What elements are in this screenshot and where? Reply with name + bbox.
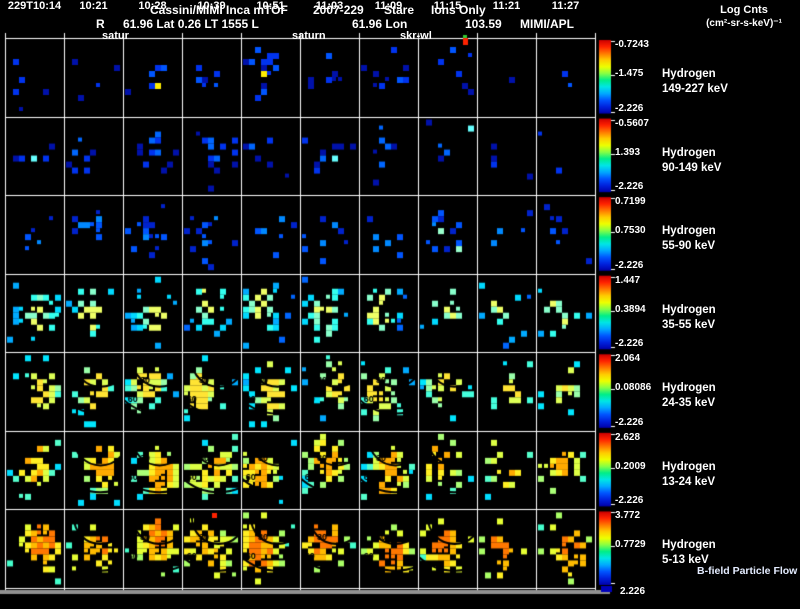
channel-species-label: Hydrogen xyxy=(662,146,716,159)
channel-energy-label: 90-149 keV xyxy=(662,161,722,174)
channel-species-label: Hydrogen xyxy=(662,303,716,316)
body-marker-skr-wl: skr-wl xyxy=(400,30,432,42)
scale-bottom-label: -2.226 xyxy=(615,338,644,350)
channel-energy-label: 35-55 keV xyxy=(662,318,716,331)
title-date: 2007-229 xyxy=(313,3,364,17)
channel-species-label: Hydrogen xyxy=(662,225,716,238)
scale-top-label: 2.064 xyxy=(615,353,641,365)
time-tick-label: 10:28 xyxy=(138,0,167,12)
scale-bottom-label: -2.226 xyxy=(615,495,644,507)
channel-energy-label: 5-13 keV xyxy=(662,554,709,567)
scale-bottom-label: -2.226 xyxy=(615,259,644,271)
bfield-flow-label: B-field Particle Flow xyxy=(697,565,798,577)
time-tick-label: 10:39 xyxy=(197,0,226,12)
scale-bottom-label: -2.226 xyxy=(615,181,644,193)
scale-top-label: 3.772 xyxy=(615,510,641,522)
title-instrument: Cassini/MIMI Inca mTOF xyxy=(150,3,288,17)
title-species-filter: Ions Only xyxy=(431,3,486,17)
colorbar-units-line2: (cm²-sr-s-keV)⁻¹ xyxy=(706,18,782,29)
scale-mid-label: 0.7729 xyxy=(615,539,646,551)
channel-species-label: Hydrogen xyxy=(662,460,716,473)
time-tick-label: 11:27 xyxy=(551,0,580,12)
scale-top-label: 1.447 xyxy=(615,274,641,286)
credit-label: MIMI/APL xyxy=(520,17,574,31)
scale-mid-label: 0.7530 xyxy=(615,225,646,237)
time-tick-label: 229T10:14 xyxy=(7,0,62,12)
channel-species-label: Hydrogen xyxy=(662,68,716,80)
body-marker-saturn: saturn xyxy=(292,30,326,42)
ephemeris-lon-block: 61.96 Lon xyxy=(352,17,408,31)
title-mode: Stare xyxy=(384,3,415,17)
time-tick-label: 11:15 xyxy=(433,0,462,12)
channel-energy-label: 13-24 keV xyxy=(662,475,716,488)
channel-energy-label: 149-227 keV xyxy=(662,83,728,95)
ephemeris-lon-value: 103.59 xyxy=(465,17,502,31)
time-tick-label: 11:09 xyxy=(374,0,403,12)
scale-mid-label: -1.475 xyxy=(615,68,644,79)
body-marker-satur: satur xyxy=(102,30,129,42)
scale-bottom-label: -2.226 xyxy=(615,102,644,114)
scale-mid-label: 0.08086 xyxy=(615,382,652,394)
time-tick-label: 11:21 xyxy=(492,0,521,12)
time-tick-label: 10:21 xyxy=(79,0,108,12)
channel-species-label: Hydrogen xyxy=(662,539,716,552)
ephemeris-r: R xyxy=(96,17,105,31)
scale-mid-label: 0.3894 xyxy=(615,303,646,315)
scale-bottom-label: -2.226 xyxy=(615,416,644,428)
ephemeris-lat-block: 61.96 Lat 0.26 LT 1555 L xyxy=(123,17,259,31)
scale-top-label: 0.7199 xyxy=(615,196,646,208)
scale-mid-label: 0.2009 xyxy=(615,460,646,472)
colorbar-units-line1: Log Cnts xyxy=(720,4,768,16)
scale-bottom-label: 2.226 xyxy=(620,586,646,597)
scale-mid-label: 1.393 xyxy=(615,146,641,158)
channel-energy-label: 55-90 keV xyxy=(662,240,716,253)
time-tick-label: 10:51 xyxy=(256,0,285,12)
time-tick-label: 11:03 xyxy=(315,0,344,12)
scale-top-label: -0.5607 xyxy=(615,117,649,129)
channel-species-label: Hydrogen xyxy=(662,382,716,395)
scale-top-label: 2.628 xyxy=(615,431,641,443)
colorbar-units-label: Log Cnts (cm²-sr-s-keV)⁻¹ xyxy=(688,4,800,30)
channel-energy-label: 24-35 keV xyxy=(662,397,716,410)
scale-top-label: -0.7243 xyxy=(615,39,649,50)
